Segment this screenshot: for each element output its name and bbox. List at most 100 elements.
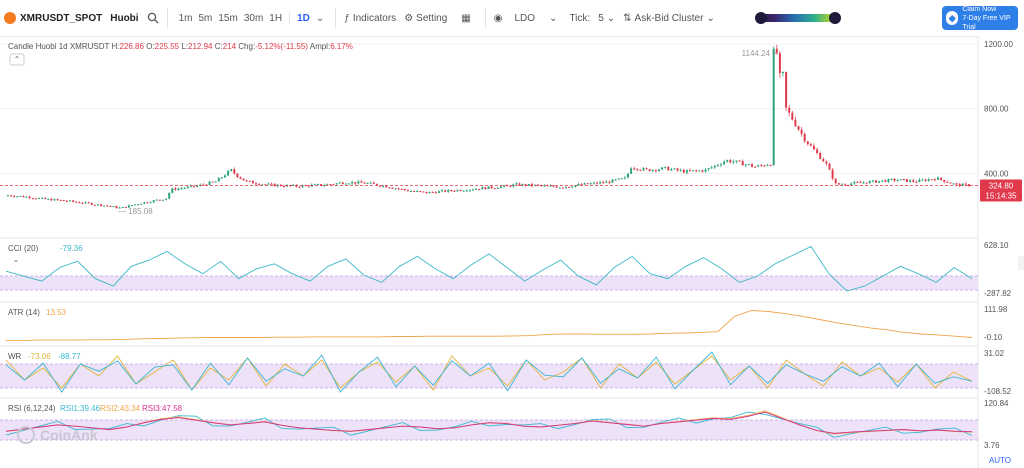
candle-body [431, 191, 434, 193]
indicators-button[interactable]: ƒ Indicators [340, 0, 400, 36]
interval-15m[interactable]: 15m [218, 12, 238, 24]
auto-scale-button[interactable]: AUTO [989, 456, 1011, 465]
candle-body [921, 179, 924, 181]
side-panel-toggle[interactable] [1018, 256, 1024, 270]
layout-button[interactable]: ▦ [451, 0, 480, 36]
candle-body [667, 166, 670, 171]
candle-body [127, 205, 130, 208]
candle-body [84, 202, 87, 204]
candle-body [65, 200, 68, 202]
candle-body [251, 180, 254, 184]
candle-body [369, 182, 372, 184]
coinank-logo-icon [17, 426, 35, 444]
collapse-cci-button[interactable] [10, 258, 22, 268]
rsi1-legend-value: RSI1:39.46 [60, 404, 101, 413]
search-button[interactable] [143, 0, 163, 36]
candle-body [112, 206, 115, 208]
rsi-tick-top: 120.84 [984, 399, 1009, 408]
divider [289, 12, 291, 24]
candle-body [633, 168, 636, 170]
tick-selector[interactable]: Tick: 5 ⌄ [565, 0, 619, 36]
cci-tick-bottom: -287.82 [984, 289, 1012, 298]
interval-1d[interactable]: 1D [297, 12, 310, 24]
interval-1h[interactable]: 1H [269, 12, 283, 24]
candle-body [509, 185, 512, 187]
open-label: O: [146, 42, 154, 51]
cluster-selector[interactable]: ⇅ Ask-Bid Cluster ⌄ [619, 0, 719, 36]
top-toolbar: XMRUSDT_SPOT Huobi 1m 5m 15m 30m 1H 1D ⌄… [0, 0, 1024, 37]
cci-band [0, 276, 978, 290]
cci-tick-top: 628.10 [984, 241, 1009, 250]
candle-body [453, 190, 456, 192]
candle-body [927, 179, 930, 181]
main-legend: Candle Huobi 1d XMRUSDT H:226.86 O:225.5… [8, 42, 353, 51]
candle-body [583, 183, 586, 185]
candle-body [881, 180, 884, 182]
slider-handle-left[interactable] [754, 12, 767, 24]
candle-body [909, 180, 912, 182]
visibility-button[interactable]: ◉ [490, 0, 507, 36]
candle-body [571, 186, 574, 188]
candle-body [357, 181, 360, 184]
candle-body [949, 182, 952, 184]
high-value: 226.86 [119, 42, 146, 51]
candle-body [912, 180, 915, 182]
vip-trial-button[interactable]: ◆ Claim Now 7-Day Free VIP Trial [942, 6, 1018, 31]
candle-body [642, 168, 645, 171]
candle-body [788, 107, 791, 113]
candle-body [720, 164, 722, 166]
candle-body [93, 204, 96, 206]
interval-5m[interactable]: 5m [198, 12, 213, 24]
candle-body [217, 177, 220, 182]
candle-body [109, 205, 112, 207]
candle-body [382, 185, 385, 187]
candle-body [239, 177, 242, 179]
divider [484, 8, 486, 28]
candle-body [639, 169, 642, 171]
candle-body [348, 183, 350, 185]
chevron-up-icon: ⌃ [14, 55, 21, 64]
interval-30m[interactable]: 30m [243, 12, 264, 24]
grid-icon: ▦ [461, 12, 471, 24]
candle-body [25, 196, 28, 198]
interval-group: 1m 5m 15m 30m 1H 1D ⌄ [172, 0, 332, 36]
ldo-selector[interactable]: LDO ⌄ [506, 0, 565, 36]
exchange-selector[interactable]: Huobi [106, 0, 142, 36]
cluster-icon: ⇅ [623, 12, 632, 24]
candle-body [685, 170, 688, 173]
candle-body [372, 182, 375, 184]
candle-body [267, 183, 270, 185]
price-axis[interactable] [978, 36, 1024, 468]
candle-body [537, 184, 540, 186]
candle-body [580, 184, 583, 186]
candle-body [890, 178, 893, 180]
candle-body [899, 179, 902, 181]
candle-body [741, 161, 744, 166]
setting-button[interactable]: ⚙ Setting [400, 0, 451, 36]
candle-body [856, 181, 859, 183]
candle-body [406, 190, 409, 192]
candle-body [723, 161, 726, 165]
candle-body [62, 200, 65, 202]
candle-body [478, 188, 481, 190]
heatmap-gradient-slider[interactable] [754, 12, 841, 24]
candle-body [140, 203, 143, 205]
interval-1m[interactable]: 1m [178, 12, 193, 24]
candle-body [964, 183, 967, 185]
collapse-legend-button[interactable] [9, 53, 25, 66]
candle-body [704, 169, 707, 172]
candle-body [844, 184, 846, 186]
candle-body [320, 184, 323, 186]
candle-body [760, 165, 763, 167]
candle-body [465, 190, 468, 192]
candle-body [676, 168, 679, 171]
candle-body [961, 183, 964, 186]
slider-handle-right[interactable] [828, 12, 841, 24]
amplitude-label: Ampl: [310, 42, 330, 51]
candle-body [434, 192, 437, 194]
chevron-down-icon[interactable]: ⌄ [315, 12, 325, 24]
symbol-selector[interactable]: XMRUSDT_SPOT [0, 0, 106, 36]
candle-body [227, 170, 230, 176]
candle-body [397, 188, 400, 190]
